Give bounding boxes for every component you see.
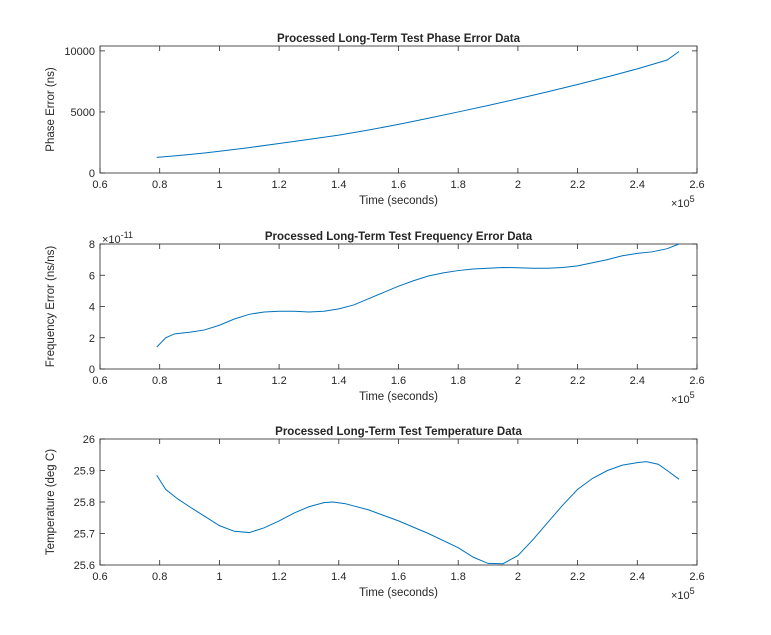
series-line-2 xyxy=(156,243,680,348)
x-exponent-label: ×105 xyxy=(671,586,695,602)
y-tick-label: 25.6 xyxy=(74,560,95,572)
x-tick-label: 2.6 xyxy=(689,375,704,387)
x-tick-label: 0.6 xyxy=(92,375,107,387)
x-tick-label: 1.6 xyxy=(391,179,406,191)
x-tick-label: 0.6 xyxy=(92,571,107,583)
x-tick-label: 2 xyxy=(515,179,521,191)
chart-title: Processed Long-Term Test Temperature Dat… xyxy=(275,426,522,438)
x-tick-label: 2 xyxy=(515,375,521,387)
y-tick-label: 4 xyxy=(89,302,95,314)
x-tick-label: 2.6 xyxy=(689,571,704,583)
y-tick-label: 6 xyxy=(89,270,95,282)
subplot-3: 0.6 0.8 1 1.2 1.4 1.6 1.8 2 2.2 2.4 2.6 25.6 25.7 25.… xyxy=(45,426,705,602)
x-tick-label: 1.8 xyxy=(451,375,466,387)
x-tick-label: 1.8 xyxy=(451,179,466,191)
chart-title: Processed Long-Term Test Frequency Error… xyxy=(265,231,533,243)
y-tick-label: 25.8 xyxy=(74,497,95,509)
axes-box xyxy=(99,45,698,174)
x-tick-label: 2.2 xyxy=(570,571,585,583)
x-tick-label: 1.8 xyxy=(451,571,466,583)
x-tick-label: 2.4 xyxy=(630,571,645,583)
x-tick-label: 1 xyxy=(216,179,222,191)
x-axis-label: Time (seconds) xyxy=(359,195,438,207)
x-axis-label: Time (seconds) xyxy=(359,587,438,599)
x-tick-label: 2.4 xyxy=(630,179,645,191)
x-tick-label: 0.8 xyxy=(152,571,167,583)
x-tick-label: 1.2 xyxy=(271,375,286,387)
axes-box xyxy=(99,243,698,370)
x-tick-label: 1 xyxy=(216,571,222,583)
x-tick-label: 1.4 xyxy=(331,571,346,583)
y-tick-label: 25.9 xyxy=(74,466,95,478)
series-line-3 xyxy=(156,461,680,565)
y-axis-label: Phase Error (ns) xyxy=(45,67,57,152)
x-tick-label: 2.4 xyxy=(630,375,645,387)
subplot-1: 0.6 0.8 1 1.2 1.4 1.6 1.8 2 2.2 2.4 2.6 0 5000 10000 P… xyxy=(45,33,705,210)
x-tick-label: 1.6 xyxy=(391,571,406,583)
y-tick-label: 5000 xyxy=(71,107,95,119)
axes-box xyxy=(99,438,698,566)
y-tick-label: 0 xyxy=(89,168,95,180)
x-tick-label: 2.2 xyxy=(570,375,585,387)
x-axis-label: Time (seconds) xyxy=(359,391,438,403)
y-exponent-label: ×10-11 xyxy=(102,230,133,246)
subplot-2: 0.6 0.8 1 1.2 1.4 1.6 1.8 2 2.2 2.4 2.6 0 2 4 6 8 Proces… xyxy=(45,230,705,406)
x-tick-label: 2 xyxy=(515,571,521,583)
y-axis-label: Frequency Error (ns/ns) xyxy=(45,246,57,368)
y-tick-label: 26 xyxy=(83,434,95,446)
series-line-1 xyxy=(156,51,680,158)
x-tick-label: 0.8 xyxy=(152,179,167,191)
y-axis-label: Temperature (deg C) xyxy=(45,449,57,555)
x-tick-label: 1.2 xyxy=(271,179,286,191)
x-tick-label: 1.6 xyxy=(391,375,406,387)
x-tick-label: 1 xyxy=(216,375,222,387)
chart-title: Processed Long-Term Test Phase Error Dat… xyxy=(277,33,521,45)
x-tick-label: 1.4 xyxy=(331,179,346,191)
y-tick-label: 0 xyxy=(89,364,95,376)
x-tick-label: 0.8 xyxy=(152,375,167,387)
y-tick-label: 25.7 xyxy=(74,529,95,541)
x-tick-label: 0.6 xyxy=(92,179,107,191)
y-tick-label: 2 xyxy=(89,333,95,345)
x-tick-label: 2.6 xyxy=(689,179,704,191)
x-tick-label: 2.2 xyxy=(570,179,585,191)
y-tick-label: 10000 xyxy=(64,46,95,58)
x-tick-label: 1.4 xyxy=(331,375,346,387)
x-exponent-label: ×105 xyxy=(671,194,695,210)
x-tick-label: 1.2 xyxy=(271,571,286,583)
x-exponent-label: ×105 xyxy=(671,390,695,406)
y-tick-label: 8 xyxy=(89,239,95,251)
